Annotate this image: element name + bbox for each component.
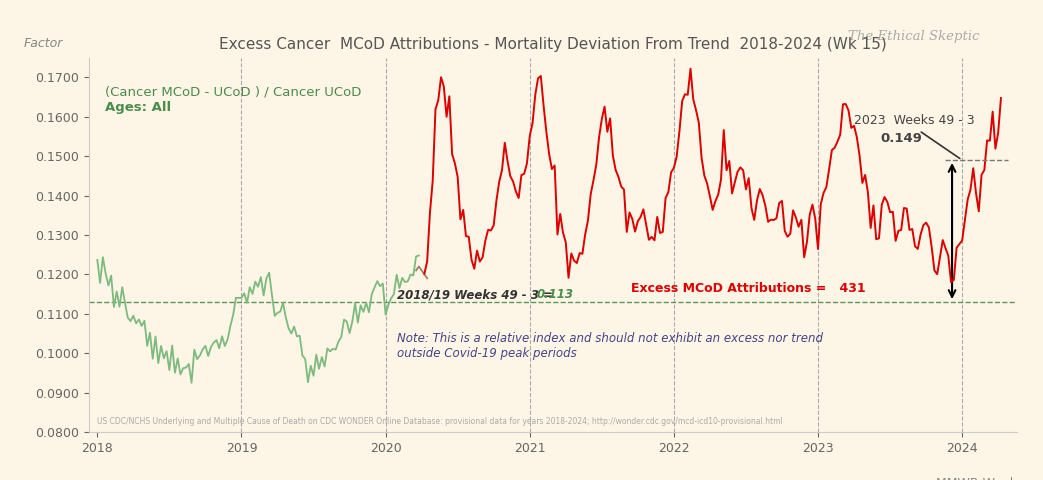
Text: 2023  Weeks 49 - 3: 2023 Weeks 49 - 3 [854,114,974,127]
Text: Note: This is a relative index and should not exhibit an excess nor trend
outsid: Note: This is a relative index and shoul… [397,332,823,360]
Text: 0.149: 0.149 [880,132,922,145]
Title: Excess Cancer  MCoD Attributions - Mortality Deviation From Trend  2018-2024 (Wk: Excess Cancer MCoD Attributions - Mortal… [219,37,887,52]
Text: 0.113: 0.113 [537,288,574,301]
Text: (Cancer MCoD - UCoD ) / Cancer UCoD: (Cancer MCoD - UCoD ) / Cancer UCoD [104,85,361,98]
Text: Factor: Factor [24,37,63,50]
Text: 2018/19 Weeks 49 - 3 =: 2018/19 Weeks 49 - 3 = [397,288,553,301]
Text: Ages: All: Ages: All [104,101,171,114]
Text: The Ethical Skeptic: The Ethical Skeptic [848,30,979,43]
Text: Excess MCoD Attributions =   431: Excess MCoD Attributions = 431 [631,282,866,295]
Text: MMWR Week: MMWR Week [936,477,1017,480]
Text: US CDC/NCHS Underlying and Multiple Cause of Death on CDC WONDER Online Database: US CDC/NCHS Underlying and Multiple Caus… [97,417,783,426]
